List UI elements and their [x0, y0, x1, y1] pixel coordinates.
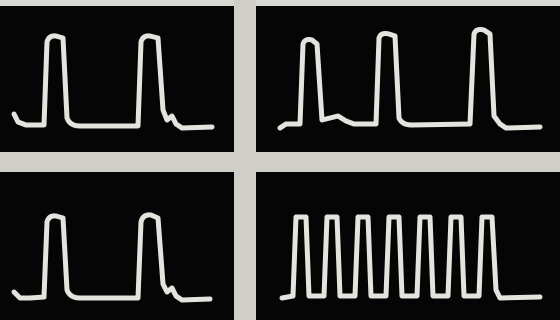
- horizontal-divider: [0, 152, 560, 172]
- page: [0, 0, 560, 320]
- scope-photo: [0, 0, 560, 320]
- top-edge: [0, 0, 560, 6]
